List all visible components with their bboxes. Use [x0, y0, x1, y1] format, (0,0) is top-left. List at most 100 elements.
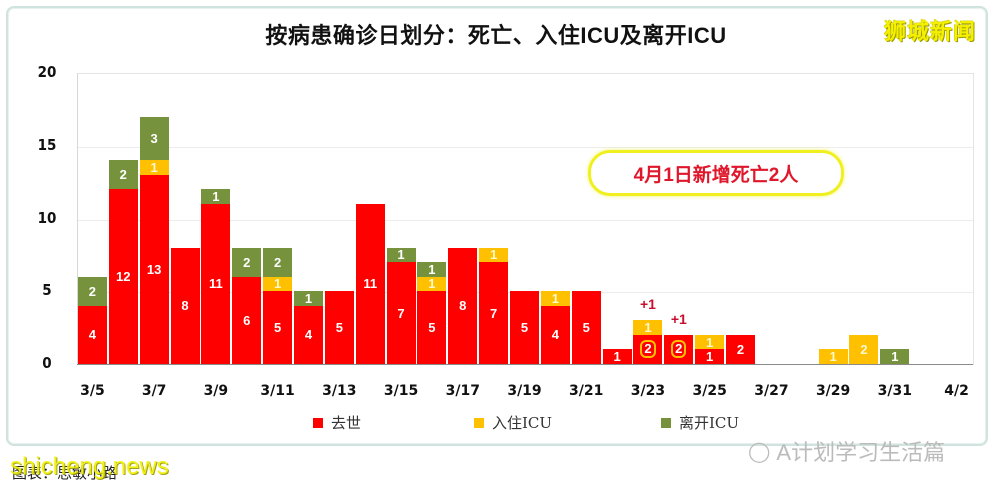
legend-item-death: 去世: [313, 412, 361, 433]
site-watermark: shicheng.news: [10, 453, 169, 480]
chart-frame: [6, 6, 988, 446]
chart-title: 按病患确诊日划分：死亡、入住ICU及离开ICU: [265, 23, 727, 48]
chart-source: 图表：思敏小路: [12, 465, 118, 482]
bar-segment-icu_in: 1: [633, 320, 663, 335]
x-tick-label: 3/15: [383, 383, 419, 399]
bar-segment-icu_in: 1: [479, 247, 509, 263]
legend-label-icu-out: 离开ICU: [679, 414, 740, 432]
x-axis-line: [77, 364, 973, 365]
bar-3-21: 5: [571, 291, 601, 364]
legend-swatch-icu-in: [474, 417, 484, 428]
bar-3-6: 12 2: [108, 160, 138, 364]
gridline: [78, 219, 973, 221]
bar-segment-icu_in: 1: [263, 276, 293, 292]
bar-segment-icu_out: 1: [417, 262, 447, 277]
bar-segment-death: 2: [726, 334, 756, 364]
bar-3-31: 1: [880, 349, 910, 364]
bar-segment-icu_out: 1: [880, 349, 910, 364]
bar-segment-death: 7: [479, 262, 509, 364]
bar-3-30: 2: [849, 334, 879, 364]
bar-segment-death: 1: [695, 349, 725, 364]
x-tick-label: 3/11: [260, 383, 295, 399]
x-tick-label: 4/2: [944, 383, 969, 399]
y-tick-label: 10: [37, 208, 57, 227]
x-tick-label: 3/9: [203, 383, 229, 399]
bar-segment-death: 1: [602, 349, 632, 364]
bar-segment-death: 2: [633, 334, 663, 364]
x-tick-label: 3/27: [754, 383, 789, 399]
bar-segment-death: 11: [201, 203, 231, 364]
brand-logo: 狮城新闻: [883, 19, 976, 44]
bar-3-14: 11: [355, 203, 385, 364]
highlighted-value: 2: [671, 340, 687, 359]
legend-item-icu-out: 离开ICU: [661, 412, 739, 433]
bar-segment-death: 8: [170, 247, 200, 364]
legend-swatch-death: [313, 417, 323, 428]
account-watermark: ◯ A计划学习生活篇: [748, 435, 945, 467]
bar-segment-death: 5: [510, 291, 539, 364]
bar-segment-death: 12: [108, 189, 138, 364]
bar-segment-icu_in: 1: [417, 276, 447, 292]
bar-segment-icu_out: 3: [139, 116, 169, 161]
bar-segment-icu_in: 1: [695, 334, 725, 350]
bar-segment-death: 4: [77, 305, 107, 364]
legend-label-death: 去世: [331, 414, 362, 432]
gridline: [78, 146, 973, 148]
bar-segment-icu_out: 2: [77, 276, 107, 306]
bar-segment-death: 6: [232, 276, 262, 364]
bar-segment-death: 5: [417, 291, 447, 364]
y-tick-label: 5: [42, 281, 52, 300]
bar-segment-death: 5: [324, 291, 354, 364]
bar-segment-icu_in: 1: [818, 349, 848, 364]
x-tick-label: 3/5: [80, 383, 105, 399]
bar-3-7: 13 1 3: [139, 116, 169, 364]
bar-3-29: 1: [818, 349, 848, 364]
bar-3-24: 2: [664, 334, 694, 364]
bar-segment-death: 4: [540, 305, 570, 364]
bar-segment-death: 8: [448, 247, 478, 364]
bar-segment-death: 11: [355, 203, 385, 364]
bar-segment-icu_out: 1: [386, 247, 416, 263]
bar-segment-icu_in: 1: [540, 291, 570, 306]
annotation-plus-one: +1: [639, 296, 656, 313]
bar-segment-icu_in: 1: [139, 160, 169, 175]
bar-3-26: 2: [726, 334, 756, 364]
bar-segment-death: 5: [571, 291, 601, 364]
bar-segment-death: 4: [293, 305, 323, 364]
bar-segment-icu_out: 1: [293, 291, 323, 306]
x-tick-label: 3/21: [569, 383, 604, 399]
x-tick-label: 3/31: [877, 383, 913, 399]
bar-segment-icu_out: 2: [108, 160, 138, 190]
bar-segment-death: 7: [386, 262, 416, 364]
bar-3-22: 1: [602, 349, 632, 364]
y-tick-label: 15: [37, 135, 57, 154]
x-tick-label: 3/29: [815, 383, 851, 399]
x-tick-label: 3/7: [141, 383, 167, 399]
bar-3-13: 5: [324, 291, 354, 364]
x-tick-label: 3/17: [445, 383, 480, 399]
annotation-plus-one: +1: [670, 310, 687, 327]
bar-3-9: 11 1: [201, 189, 231, 364]
y-tick-label: 0: [42, 354, 52, 372]
legend-label-icu-in: 入住ICU: [492, 414, 553, 432]
bar-segment-icu_out: 1: [201, 189, 231, 204]
wechat-icon: ◯: [748, 440, 771, 463]
highlighted-value: 2: [640, 340, 656, 359]
x-tick-label: 3/25: [692, 383, 727, 399]
x-tick-label: 3/23: [630, 383, 666, 399]
bar-3-17: 8: [448, 247, 478, 364]
bar-3-8: 8: [170, 247, 200, 364]
bar-segment-death: 5: [263, 291, 293, 364]
legend-swatch-icu-out: [661, 417, 671, 428]
bar-segment-death: 2: [664, 334, 694, 364]
bar-3-19: 5: [510, 291, 539, 364]
bar-segment-icu_out: 2: [263, 247, 293, 277]
